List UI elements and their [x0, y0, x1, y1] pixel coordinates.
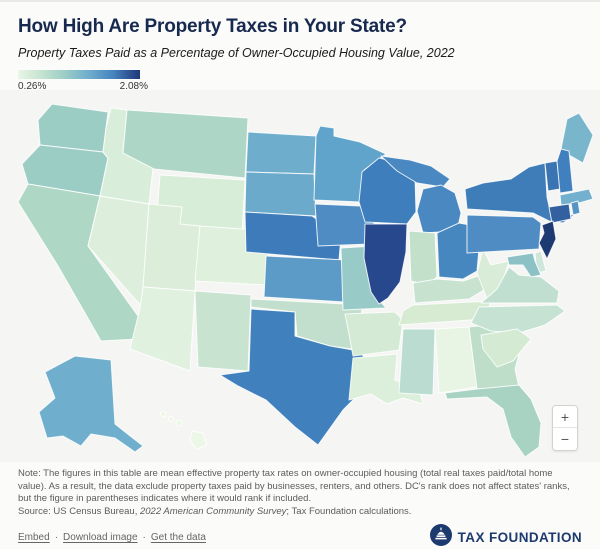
- note-text: Note: The figures in this table are mean…: [18, 468, 570, 505]
- state-NH[interactable]: [556, 148, 574, 194]
- color-legend: 0.26% 2.08%: [18, 70, 148, 92]
- state-SD[interactable]: [244, 171, 317, 217]
- state-NJ[interactable]: [538, 220, 557, 260]
- source-prefix: Source: US Census Bureau,: [18, 505, 140, 517]
- capitol-icon: [429, 524, 452, 549]
- source-suffix: ; Tax Foundation calculations.: [286, 505, 412, 517]
- state-NM[interactable]: [194, 290, 252, 372]
- link-separator: ·: [142, 532, 146, 544]
- state-MI[interactable]: [380, 155, 451, 188]
- source-text: Source: US Census Bureau, 2022 American …: [18, 506, 582, 519]
- zoom-out-button[interactable]: −: [553, 428, 577, 450]
- chart-header: How High Are Property Taxes in Your Stat…: [0, 2, 600, 92]
- legend-labels: 0.26% 2.08%: [18, 81, 148, 92]
- zoom-controls: + −: [552, 405, 578, 451]
- state-IN[interactable]: [408, 230, 438, 286]
- state-RI[interactable]: [570, 200, 581, 216]
- chart-title: How High Are Property Taxes in Your Stat…: [18, 16, 407, 37]
- taxfoundation-logo: TAX FOUNDATION: [429, 524, 582, 549]
- state-ND[interactable]: [245, 131, 317, 175]
- zoom-in-button[interactable]: +: [553, 406, 577, 428]
- state-AR[interactable]: [344, 311, 404, 357]
- state-HI[interactable]: [175, 419, 183, 427]
- state-IL[interactable]: [363, 223, 408, 305]
- state-MA[interactable]: [559, 188, 594, 206]
- state-TN[interactable]: [398, 300, 492, 326]
- state-WA[interactable]: [37, 103, 109, 153]
- state-MT[interactable]: [122, 109, 249, 179]
- legend-min-label: 0.26%: [18, 81, 47, 92]
- footer-row: Embed · Download image · Get the data TAX FO…: [18, 524, 582, 549]
- state-FL[interactable]: [444, 384, 542, 458]
- state-MI[interactable]: [416, 184, 462, 234]
- source-italic: 2022 American Community Survey: [139, 505, 287, 517]
- state-HI[interactable]: [168, 416, 174, 422]
- link-embed[interactable]: Embed: [18, 532, 50, 544]
- footer-links: Embed · Download image · Get the data: [18, 532, 206, 543]
- logo-text: TAX FOUNDATION: [457, 530, 582, 546]
- state-SC[interactable]: [480, 328, 532, 368]
- legend-gradient-bar: [18, 70, 140, 79]
- state-MN[interactable]: [313, 125, 387, 203]
- link-get-the-data[interactable]: Get the data: [150, 532, 206, 544]
- state-PA[interactable]: [466, 214, 542, 254]
- state-TX[interactable]: [219, 308, 366, 446]
- link-download-image[interactable]: Download image: [63, 532, 138, 544]
- state-HI[interactable]: [189, 430, 208, 450]
- state-NC[interactable]: [470, 304, 566, 334]
- chart-footer: Note: The figures in this table are mean…: [0, 462, 600, 549]
- state-MS[interactable]: [398, 328, 436, 396]
- state-AK[interactable]: [38, 355, 144, 453]
- state-MD[interactable]: [506, 252, 542, 278]
- state-KS[interactable]: [263, 255, 348, 303]
- state-HI[interactable]: [160, 411, 166, 417]
- map-area: + −: [0, 90, 600, 462]
- state-AZ[interactable]: [129, 286, 196, 372]
- link-separator: ·: [54, 532, 59, 544]
- us-choropleth-map: [17, 103, 594, 458]
- state-CT[interactable]: [548, 203, 572, 224]
- legend-max-label: 2.08%: [119, 81, 148, 92]
- chart-subtitle: Property Taxes Paid as a Percentage of O…: [18, 46, 455, 60]
